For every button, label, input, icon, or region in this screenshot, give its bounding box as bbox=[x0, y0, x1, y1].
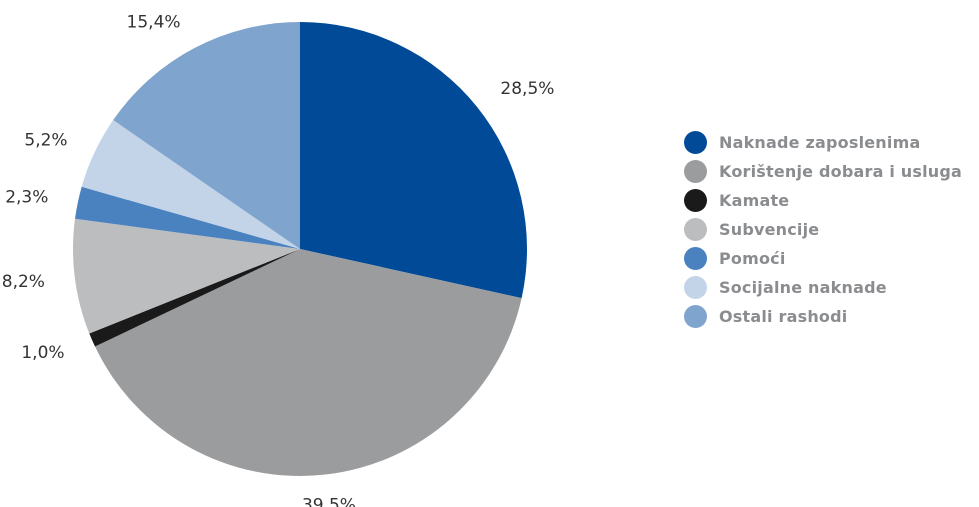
legend-label-2: Kamate bbox=[719, 191, 790, 210]
pie-slice-1 bbox=[95, 249, 522, 476]
legend-item-3: Subvencije bbox=[684, 215, 962, 244]
pie-labels: 28,5% 39,5% 1,0% 8,2% 2,3% 5,2% 15,4% bbox=[2, 12, 555, 507]
legend-swatch-1 bbox=[684, 160, 707, 183]
legend-label-3: Subvencije bbox=[719, 220, 820, 239]
legend-label-6: Ostali rashodi bbox=[719, 307, 848, 326]
pie-slice-0 bbox=[300, 22, 527, 299]
legend-item-6: Ostali rashodi bbox=[684, 302, 962, 331]
pie-slice-4 bbox=[75, 186, 300, 249]
legend-label-0: Naknade zaposlenima bbox=[719, 133, 921, 152]
legend-label-4: Pomoći bbox=[719, 249, 786, 268]
legend-swatch-5 bbox=[684, 276, 707, 299]
legend-item-2: Kamate bbox=[684, 186, 962, 215]
slice-label-5: 5,2% bbox=[24, 130, 67, 150]
pie-slice-3 bbox=[72, 218, 300, 334]
legend-swatch-3 bbox=[684, 218, 707, 241]
legend-item-0: Naknade zaposlenima bbox=[684, 128, 962, 157]
pie-slice-6 bbox=[113, 22, 300, 249]
pie-slice-5 bbox=[81, 120, 301, 249]
slice-label-1: 39,5% bbox=[302, 495, 356, 507]
slice-label-3: 8,2% bbox=[2, 272, 45, 292]
legend-swatch-6 bbox=[684, 305, 707, 328]
legend-item-5: Socijalne naknade bbox=[684, 273, 962, 302]
legend-item-4: Pomoći bbox=[684, 244, 962, 273]
legend-label-5: Socijalne naknade bbox=[719, 278, 887, 297]
pie-slices bbox=[72, 22, 527, 476]
slice-label-4: 2,3% bbox=[5, 188, 48, 208]
slice-label-2: 1,0% bbox=[21, 343, 64, 363]
slice-label-0: 28,5% bbox=[500, 79, 554, 99]
pie-slice-2 bbox=[89, 249, 300, 347]
legend: Naknade zaposlenima Korištenje dobara i u… bbox=[684, 128, 962, 331]
legend-swatch-0 bbox=[684, 131, 707, 154]
legend-swatch-4 bbox=[684, 247, 707, 270]
slice-label-6: 15,4% bbox=[127, 12, 181, 32]
legend-swatch-2 bbox=[684, 189, 707, 212]
legend-label-1: Korištenje dobara i usluga bbox=[719, 162, 963, 181]
legend-item-1: Korištenje dobara i usluga bbox=[684, 157, 962, 186]
